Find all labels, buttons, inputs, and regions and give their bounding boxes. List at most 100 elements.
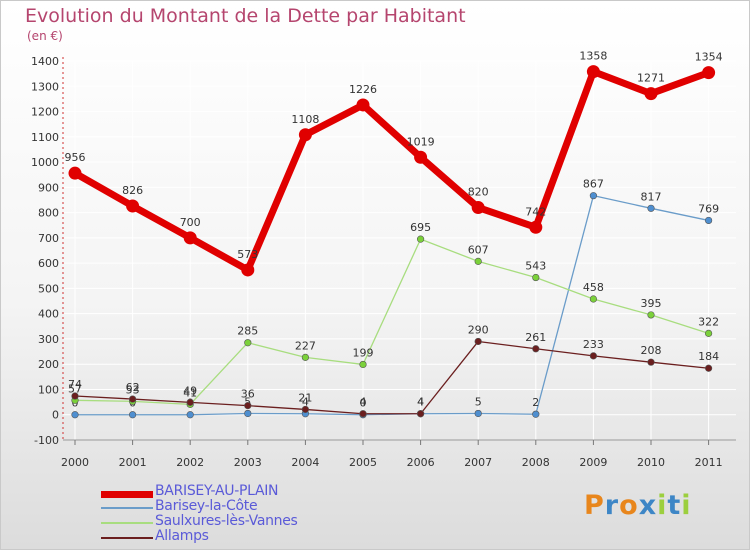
data-point — [126, 199, 140, 213]
data-point — [589, 352, 598, 360]
proxiti-logo: Proxiti — [584, 490, 692, 521]
data-point — [532, 345, 540, 353]
data-point — [183, 231, 197, 245]
data-label: 49 — [183, 384, 197, 397]
data-label: 820 — [468, 186, 489, 199]
y-tick-label: 1200 — [31, 106, 59, 119]
data-point — [471, 201, 485, 215]
data-label: 1019 — [407, 135, 435, 148]
series-line — [74, 238, 709, 406]
x-tick-label: 2011 — [695, 456, 723, 469]
data-label: 4 — [417, 396, 424, 409]
data-point — [298, 128, 312, 142]
data-label: 695 — [410, 221, 431, 234]
x-tick-label: 2002 — [176, 456, 204, 469]
data-label: 227 — [295, 339, 316, 352]
data-point — [704, 216, 713, 225]
data-label: 57 — [68, 382, 82, 395]
data-label: 817 — [641, 190, 662, 203]
data-label: 5 — [244, 395, 251, 408]
legend-label: Saulxures-lès-Vannes — [155, 513, 298, 529]
y-tick-label: 1100 — [31, 131, 59, 144]
data-point — [417, 410, 425, 418]
logo-letter: o — [619, 490, 639, 521]
y-tick-label: 700 — [38, 232, 59, 245]
series-Saulxures-lès-Vannes: 57 53 41 285 227 199 695 607 543 458 395 322 — [68, 221, 719, 408]
logo-letter: t — [667, 490, 682, 521]
data-point — [301, 405, 310, 414]
data-point — [301, 353, 310, 361]
y-tick-label: 0 — [52, 409, 59, 422]
data-label: 74 — [68, 378, 82, 391]
y-tick-label: 1000 — [31, 156, 59, 169]
data-label: 4 — [302, 396, 309, 409]
series-line — [74, 340, 709, 415]
x-tick-label: 2007 — [464, 456, 492, 469]
data-label: 543 — [525, 260, 546, 273]
data-point — [647, 311, 655, 319]
data-label: 199 — [353, 346, 374, 359]
legend-swatch — [101, 507, 153, 509]
data-point — [532, 410, 540, 418]
data-label: 53 — [126, 383, 140, 396]
data-point — [474, 409, 482, 418]
data-label: 2 — [532, 396, 539, 409]
legend-swatch — [101, 522, 153, 524]
grid — [63, 60, 736, 441]
data-label: 1108 — [291, 113, 319, 126]
data-label: 233 — [583, 338, 604, 351]
data-label: 956 — [65, 151, 86, 164]
data-label: 867 — [583, 178, 604, 191]
data-label: 458 — [583, 281, 604, 294]
data-point — [186, 411, 194, 419]
logo-letter: i — [681, 490, 692, 521]
data-point — [474, 337, 482, 346]
data-label: 41 — [183, 386, 197, 399]
data-point — [241, 263, 255, 277]
data-point — [529, 220, 543, 234]
legend-swatch — [101, 537, 153, 539]
data-point — [356, 98, 370, 112]
data-label: 36 — [241, 388, 255, 401]
y-tick-label: 1400 — [31, 55, 59, 68]
x-tick-label: 2001 — [119, 456, 147, 469]
y-tick-label: 100 — [38, 383, 59, 396]
data-label: 742 — [525, 205, 546, 218]
logo-letter: r — [604, 490, 620, 521]
data-point — [417, 235, 425, 243]
y-tick-label: -100 — [34, 434, 59, 447]
chart-unit-label: (en €) — [27, 29, 63, 43]
data-label: 700 — [180, 216, 201, 229]
data-label: 285 — [237, 325, 258, 338]
data-label: 826 — [122, 184, 143, 197]
data-label: 290 — [468, 323, 489, 336]
data-point — [71, 392, 79, 400]
data-label: 322 — [698, 315, 719, 328]
data-label: 0 — [360, 397, 367, 410]
data-label: 208 — [641, 344, 662, 357]
legend-label: BARISEY-AU-PLAIN — [155, 483, 279, 499]
logo-letter: x — [638, 490, 658, 521]
logo-letter: P — [584, 490, 605, 521]
data-point — [244, 402, 252, 410]
series-Barisey-la-Côte: 000540452867817769 — [71, 178, 719, 419]
y-tick-label: 300 — [38, 333, 59, 346]
data-point — [532, 273, 540, 282]
data-label: 1226 — [349, 83, 377, 96]
x-tick-label: 2003 — [234, 456, 262, 469]
data-label: 573 — [237, 248, 258, 261]
data-label: 62 — [126, 381, 140, 394]
data-point — [647, 204, 655, 212]
data-point — [474, 257, 482, 265]
y-tick-label: 400 — [38, 308, 59, 321]
data-label: 21 — [298, 391, 312, 404]
y-tick-label: 500 — [38, 282, 59, 295]
legend-label: Barisey-la-Côte — [155, 498, 258, 514]
data-point — [129, 395, 137, 403]
data-point — [414, 150, 428, 164]
data-label: 1358 — [579, 50, 607, 63]
data-point — [589, 295, 598, 303]
data-point — [359, 410, 367, 418]
x-tick-label: 2006 — [407, 456, 435, 469]
